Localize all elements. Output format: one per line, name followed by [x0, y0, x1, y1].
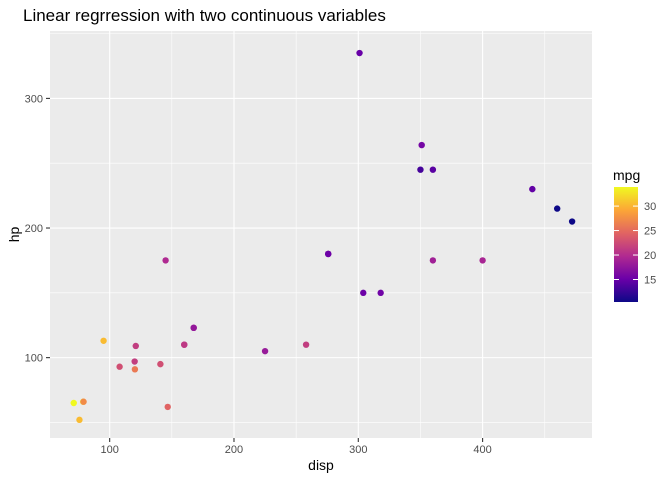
data-point: [553, 205, 561, 212]
data-point: [325, 250, 332, 258]
data-point: [157, 360, 164, 368]
data-point: [356, 49, 363, 57]
x-axis-ticks: 100 200 300 400: [100, 438, 492, 456]
data-point: [360, 289, 367, 297]
major-gridlines: [50, 31, 592, 438]
data-point: [377, 289, 384, 297]
data-point: [116, 363, 123, 370]
data-point: [132, 342, 139, 350]
x-tick-label: 300: [349, 444, 367, 456]
data-points: [70, 49, 576, 424]
y-tick-label: 100: [25, 353, 43, 365]
x-tick-label: 100: [100, 444, 118, 456]
y-axis-ticks: 100 200 300: [25, 93, 50, 365]
legend: mpg 15 20 25 30: [613, 167, 656, 302]
legend-ticks: 15 20 25 30: [614, 201, 656, 286]
x-tick-label: 400: [473, 444, 491, 456]
data-point: [429, 257, 437, 264]
data-point: [100, 337, 107, 344]
y-tick-label: 200: [25, 223, 43, 235]
data-point: [417, 166, 424, 173]
data-point: [418, 141, 425, 149]
chart-title: Linear regrression with two continuous v…: [23, 6, 386, 25]
data-point: [568, 218, 576, 225]
legend-tick-label: 15: [644, 274, 656, 286]
x-axis-title: disp: [308, 457, 334, 473]
plot-panel: [50, 31, 592, 438]
data-point: [302, 341, 310, 348]
data-point: [131, 358, 138, 365]
y-tick-label: 300: [25, 93, 43, 105]
legend-colorbar: [614, 187, 638, 302]
data-point: [80, 398, 87, 405]
data-point: [529, 185, 536, 193]
data-point: [164, 403, 171, 411]
data-point: [429, 166, 437, 173]
data-point: [76, 416, 83, 424]
y-axis-title: hp: [6, 227, 22, 243]
data-point: [190, 324, 197, 332]
data-point: [162, 257, 169, 264]
legend-tick-label: 30: [644, 201, 656, 213]
legend-title: mpg: [613, 167, 640, 183]
data-point: [131, 366, 139, 373]
data-point: [70, 399, 77, 407]
legend-tick-label: 25: [644, 226, 656, 238]
data-point: [479, 257, 486, 264]
data-point: [261, 347, 269, 355]
data-point: [181, 341, 188, 348]
legend-tick-label: 20: [644, 250, 656, 262]
x-tick-label: 200: [225, 444, 243, 456]
